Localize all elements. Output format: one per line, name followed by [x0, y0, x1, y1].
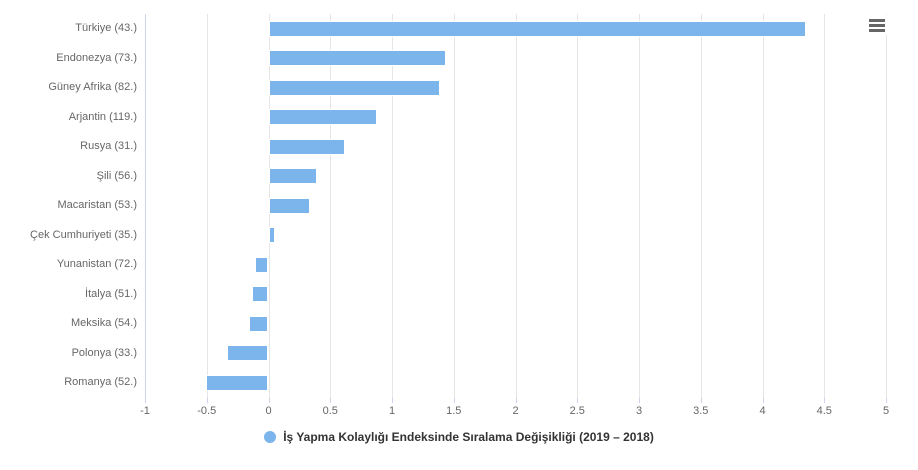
bar[interactable]: [268, 109, 378, 126]
axis-tick-label: -0.5: [197, 404, 217, 417]
bar[interactable]: [248, 315, 269, 332]
category-label: Macaristan (53.): [57, 199, 137, 211]
axis-tick-label: 3.5: [693, 404, 709, 417]
axis-tick-label: 5: [882, 404, 890, 417]
axis-tick-label: 1: [388, 404, 396, 417]
gridline: [206, 14, 208, 398]
axis-tick-label: 1.5: [446, 404, 462, 417]
gridline: [700, 14, 702, 398]
category-label: Arjantin (119.): [68, 110, 137, 123]
gridline: [639, 14, 640, 398]
category-label: Şili (56.): [96, 169, 137, 182]
category-label: Polonya (33.): [71, 346, 137, 359]
axis-tick: [762, 397, 764, 403]
axis-tick: [206, 397, 208, 403]
axis-tick-label: 4: [759, 404, 766, 417]
axis-tick: [330, 397, 332, 403]
axis-tick: [700, 397, 702, 403]
legend: İş Yapma Kolaylığı Endeksinde Sıralama D…: [0, 430, 918, 444]
axis-tick: [824, 397, 826, 403]
axis-tick: [886, 397, 887, 403]
bar[interactable]: [268, 20, 806, 37]
axis-tick: [145, 397, 146, 403]
category-label: Yunanistan (72.): [56, 258, 137, 270]
axis-tick-label: 0: [265, 404, 272, 417]
bar[interactable]: [268, 168, 317, 185]
category-label: Rusya (31.): [80, 140, 137, 152]
category-axis-line: [145, 14, 146, 398]
category-label: Meksika (54.): [70, 317, 137, 329]
gridline: [577, 14, 579, 398]
axis-tick: [453, 397, 455, 403]
category-label: Güney Afrika (82.): [48, 81, 137, 93]
bar[interactable]: [268, 138, 346, 155]
axis-tick: [268, 397, 270, 403]
bar[interactable]: [268, 50, 447, 67]
category-label: Çek Cumhuriyeti (35.): [30, 228, 137, 241]
series-legend-label: İş Yapma Kolaylığı Endeksinde Sıralama D…: [283, 430, 654, 444]
axis-tick-label: 4.5: [816, 404, 832, 417]
gridline: [824, 14, 826, 398]
gridline: [453, 14, 455, 398]
bar[interactable]: [268, 79, 441, 96]
gridline: [392, 14, 393, 398]
bar[interactable]: [226, 345, 269, 362]
hamburger-menu-icon: [869, 18, 885, 32]
axis-tick-label: 2: [512, 404, 519, 417]
axis-tick: [392, 397, 393, 403]
category-label: Türkiye (43.): [75, 22, 137, 34]
category-label: İtalya (51.): [85, 287, 137, 300]
axis-tick: [515, 397, 517, 403]
chart-context-menu-button[interactable]: [866, 15, 888, 35]
axis-tick-label: 3: [635, 404, 643, 417]
bar[interactable]: [205, 374, 269, 391]
bar[interactable]: [268, 227, 275, 244]
axis-tick: [639, 397, 640, 403]
gridline: [762, 14, 764, 398]
series-marker-icon: [264, 431, 277, 443]
legend-item[interactable]: İş Yapma Kolaylığı Endeksinde Sıralama D…: [264, 430, 654, 444]
gridline: [330, 14, 332, 398]
bar[interactable]: [254, 256, 269, 273]
axis-tick-label: 0.5: [322, 404, 338, 417]
gridline: [886, 14, 887, 398]
gridline: [515, 14, 517, 398]
axis-tick-label: -1: [140, 404, 150, 417]
category-label: Romanya (52.): [64, 376, 137, 388]
bar[interactable]: [268, 197, 311, 214]
axis-tick: [577, 397, 579, 403]
axis-tick-label: 2.5: [569, 404, 585, 417]
category-label: Endonezya (73.): [56, 51, 137, 64]
bar[interactable]: [252, 286, 269, 303]
